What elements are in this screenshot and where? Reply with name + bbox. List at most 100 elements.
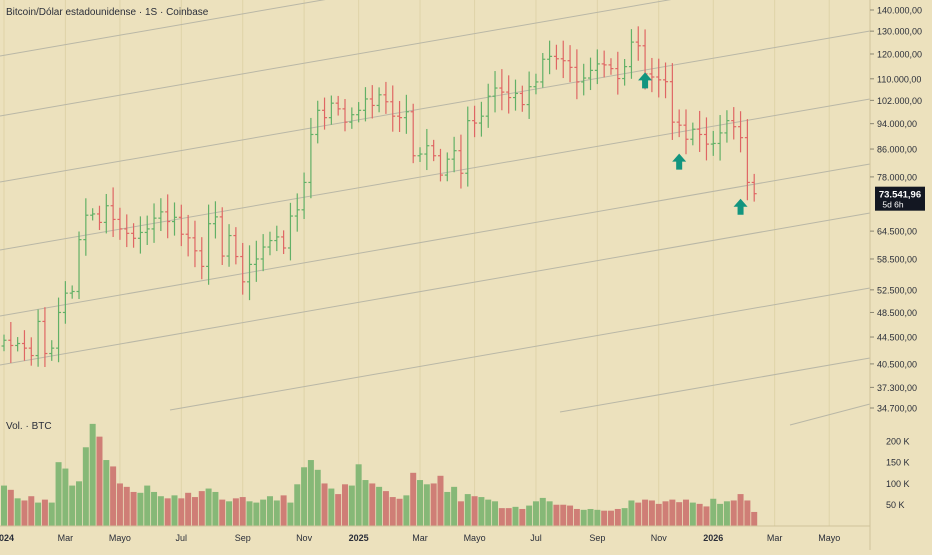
- volume-axis-label: 150 K: [886, 458, 910, 468]
- ohlc-bar: [356, 102, 362, 123]
- up-arrow-icon: [733, 198, 748, 215]
- channel-line: [0, 98, 871, 251]
- last-price-tag: 73.541,96 5d 6h: [875, 186, 925, 211]
- ohlc-bar: [35, 309, 41, 367]
- ohlc-bar: [233, 227, 239, 265]
- volume-bar: [157, 496, 164, 526]
- volume-axis-label: 50 K: [886, 500, 905, 510]
- volume-bar: [744, 500, 751, 526]
- volume-bar: [730, 500, 737, 526]
- ohlc-bar: [8, 321, 14, 363]
- ohlc-bar: [649, 57, 655, 93]
- ohlc-bar: [431, 139, 437, 162]
- volume-bar: [628, 500, 635, 526]
- ohlc-bar: [601, 50, 607, 78]
- ohlc-bar: [240, 242, 246, 295]
- volume-bar: [185, 492, 192, 526]
- time-axis-label: Mar: [767, 533, 783, 543]
- volume-bar: [451, 486, 458, 526]
- price-axis[interactable]: 140.000,00 130.000,00 120.000,00 110.000,00…: [870, 6, 922, 414]
- ohlc-bar: [424, 128, 430, 171]
- volume-bar: [635, 502, 642, 526]
- ohlc-bar: [417, 147, 423, 163]
- volume-bar: [232, 498, 239, 526]
- ohlc-bar: [281, 230, 287, 255]
- volume-bar: [519, 508, 526, 526]
- ohlc-bar: [390, 85, 396, 132]
- ohlc-bar: [247, 245, 253, 301]
- ohlc-bar: [519, 85, 525, 112]
- volume-bar: [662, 501, 669, 526]
- time-axis-label: 2025: [349, 533, 369, 543]
- ohlc-bar: [656, 58, 662, 98]
- ohlc-bar: [588, 57, 594, 91]
- volume-bar: [444, 491, 451, 526]
- ohlc-bar: [628, 29, 634, 79]
- ohlc-bar: [663, 62, 669, 99]
- ohlc-bar: [499, 69, 505, 111]
- ohlc-bar: [1, 334, 7, 352]
- volume-bar: [546, 501, 553, 526]
- volume-bar: [239, 497, 246, 526]
- volume-bar: [696, 503, 703, 526]
- volume-bar: [137, 492, 144, 526]
- ohlc-bar: [397, 101, 403, 133]
- ohlc-bar: [28, 337, 34, 366]
- volume-bar: [676, 502, 683, 526]
- time-axis-label: Mayo: [818, 533, 840, 543]
- volume-bar: [601, 510, 608, 526]
- ohlc-bar: [731, 107, 737, 140]
- volume-bar: [266, 496, 273, 526]
- volume-bar: [28, 496, 35, 526]
- volume-bar: [723, 501, 730, 526]
- price-axis-label: 44.500,00: [877, 333, 917, 343]
- ohlc-bar: [376, 87, 382, 113]
- price-axis-label: 64.500,00: [877, 227, 917, 237]
- ohlc-bar: [369, 85, 375, 119]
- volume-bar: [410, 472, 417, 526]
- volume-bar: [669, 499, 676, 526]
- volume-bar: [335, 494, 342, 526]
- ohlc-bar: [533, 73, 539, 95]
- ohlc-bar: [178, 204, 184, 247]
- ohlc-bar: [506, 75, 512, 114]
- ohlc-bar: [192, 220, 198, 268]
- volume-bar: [212, 491, 219, 526]
- ohlc-bar: [724, 110, 730, 143]
- time-axis[interactable]: 2024 Mar Mayo Jul Sep Nov 2025 Mar Mayo Jul Sep Nov…: [0, 533, 840, 543]
- ohlc-bar: [547, 40, 553, 75]
- volume-bar: [41, 499, 48, 526]
- ohlc-bar: [751, 173, 757, 202]
- channel-line: [559, 357, 871, 413]
- ohlc-bar: [110, 187, 116, 237]
- volume-bar: [314, 469, 321, 526]
- volume-bar: [621, 508, 628, 526]
- volume-bar: [171, 495, 178, 526]
- volume-bar: [14, 498, 21, 526]
- signal-arrows: [638, 72, 748, 215]
- volume-bar: [355, 464, 362, 526]
- volume-axis[interactable]: 200 K 150 K 100 K 50 K: [886, 436, 910, 510]
- up-arrow-icon: [638, 72, 653, 89]
- ohlc-bar: [172, 202, 177, 236]
- ohlc-bar: [567, 45, 573, 83]
- volume-bar: [69, 485, 76, 526]
- ohlc-bar: [49, 340, 55, 361]
- time-axis-label: 2024: [0, 533, 14, 543]
- volume-bar: [35, 502, 42, 526]
- ohlc-bar: [540, 52, 546, 88]
- ohlc-bar: [90, 208, 96, 221]
- volume-bar: [191, 497, 198, 526]
- price-axis-label: 37.300,00: [877, 383, 917, 393]
- volume-bar: [396, 498, 403, 526]
- volume-bar: [342, 484, 348, 526]
- ohlc-bar: [151, 203, 157, 243]
- volume-bar: [321, 483, 328, 526]
- volume-bar: [648, 500, 655, 526]
- volume-bar: [607, 510, 614, 526]
- ohlc-bar: [301, 172, 307, 220]
- channel-line: [0, 212, 871, 366]
